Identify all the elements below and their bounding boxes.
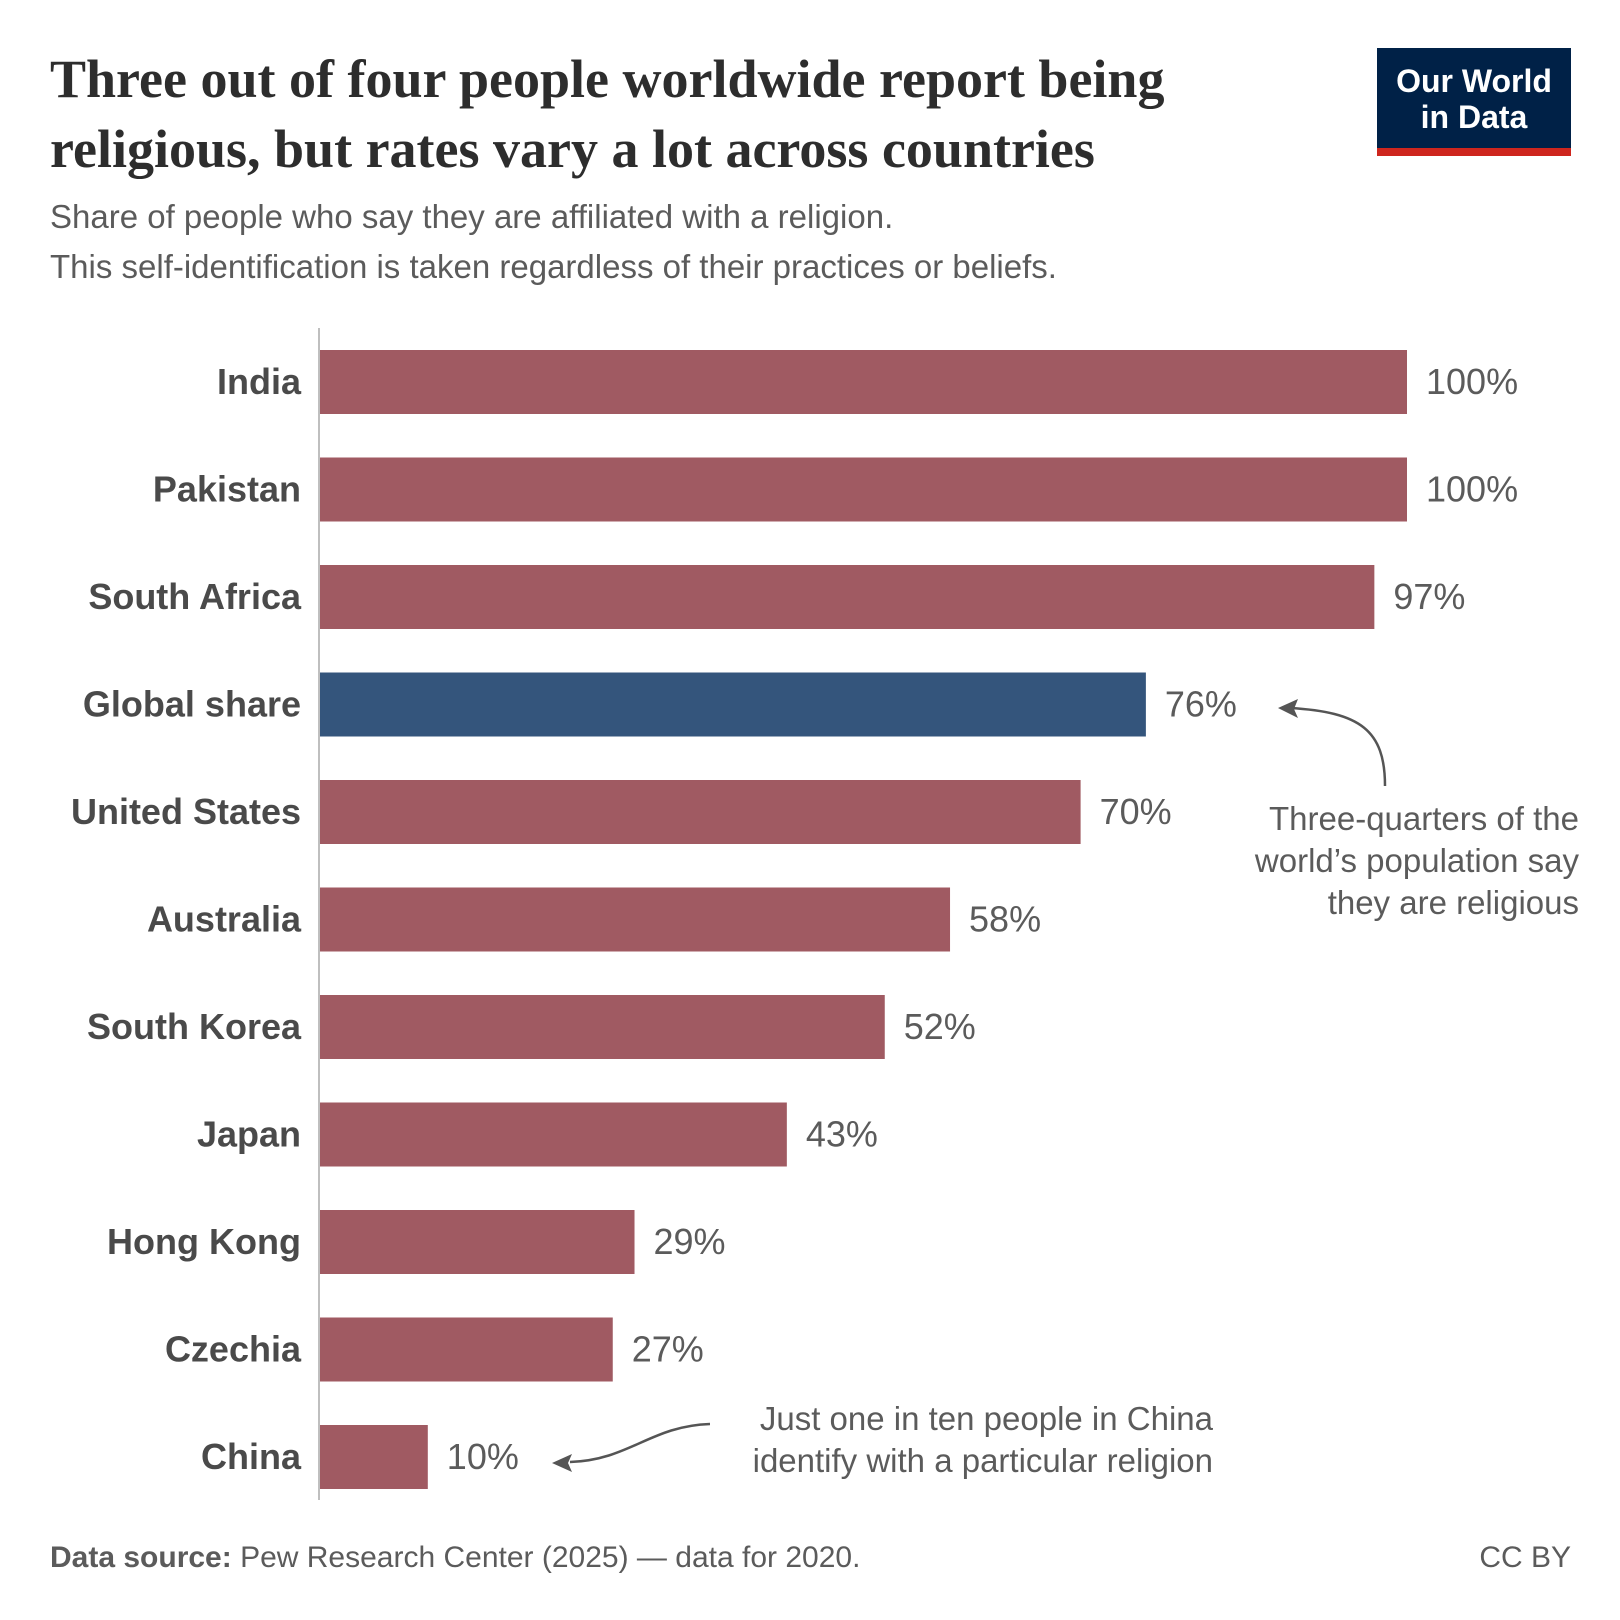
owid-logo[interactable]: Our World in Data [1377, 48, 1571, 156]
category-label: Japan [197, 1114, 301, 1155]
category-label: Australia [147, 899, 302, 940]
chart-subtitle: Share of people who say they are affilia… [50, 192, 1360, 292]
value-label: 76% [1165, 684, 1237, 725]
bar-hong-kong[interactable] [320, 1210, 635, 1274]
value-label: 100% [1426, 361, 1518, 402]
arrowhead-icon [552, 1454, 572, 1472]
annotation-china-line: Just one in ten people in China [760, 1400, 1214, 1437]
value-label: 100% [1426, 469, 1518, 510]
bar-china[interactable] [320, 1425, 428, 1489]
data-source: Data source: Pew Research Center (2025) … [50, 1541, 860, 1575]
value-label: 29% [654, 1221, 726, 1262]
value-label: 52% [904, 1006, 976, 1047]
category-label: United States [71, 791, 301, 832]
value-label: 97% [1393, 576, 1465, 617]
value-label: 27% [632, 1329, 704, 1370]
category-label: Global share [83, 684, 301, 725]
annotation-global-line: they are religious [1328, 884, 1579, 921]
arrowhead-icon [1278, 699, 1298, 718]
bar-japan[interactable] [320, 1102, 787, 1167]
value-label: 43% [806, 1114, 878, 1155]
category-label: Hong Kong [107, 1221, 301, 1262]
category-label: India [217, 361, 302, 402]
source-text: Pew Research Center (2025) — data for 20… [231, 1541, 861, 1574]
subtitle-line-2: This self-identification is taken regard… [50, 248, 1057, 285]
bar-australia[interactable] [320, 887, 951, 952]
category-label: Czechia [165, 1329, 302, 1370]
bar-united-states[interactable] [320, 780, 1081, 844]
category-label: Pakistan [153, 469, 301, 510]
bar-south-korea[interactable] [320, 995, 885, 1059]
logo-line-2: in Data [1420, 99, 1528, 135]
category-label: South Africa [88, 576, 302, 617]
value-label: 58% [969, 899, 1041, 940]
annotation-china-line: identify with a particular religion [753, 1442, 1213, 1479]
bar-south-africa[interactable] [320, 565, 1375, 629]
bar-pakistan[interactable] [320, 457, 1407, 522]
value-label: 10% [447, 1436, 519, 1477]
bar-czechia[interactable] [320, 1317, 613, 1382]
value-label: 70% [1100, 791, 1172, 832]
license[interactable]: CC BY [1479, 1541, 1571, 1574]
bar-global-share[interactable] [320, 672, 1146, 737]
logo-line-1: Our World [1396, 63, 1552, 99]
annotation-global-line: world’s population say [1254, 842, 1580, 879]
subtitle-line-1: Share of people who say they are affilia… [50, 198, 894, 235]
source-label: Data source: [50, 1541, 232, 1574]
bar-india[interactable] [320, 350, 1407, 414]
annotation-global-arrow [1289, 706, 1387, 787]
category-label: China [201, 1436, 302, 1477]
annotation-china-arrow [569, 1422, 711, 1464]
chart-header: Three out of four people worldwide repor… [50, 44, 1360, 292]
annotation-global-line: Three-quarters of the [1269, 800, 1579, 837]
chart-title: Three out of four people worldwide repor… [50, 49, 1165, 179]
category-label: South Korea [87, 1006, 302, 1047]
